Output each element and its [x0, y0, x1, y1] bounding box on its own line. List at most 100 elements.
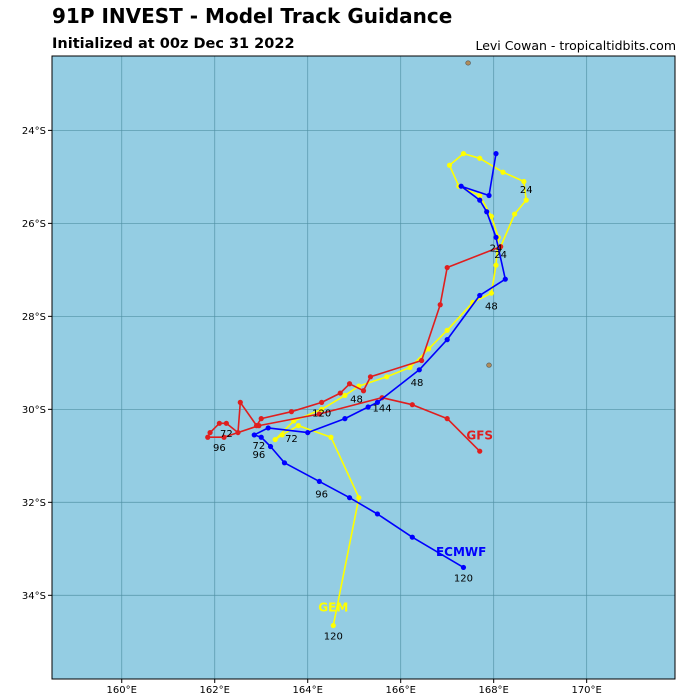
- gem-track-point: [425, 346, 432, 352]
- ecmwf-model-label: ECMWF: [436, 545, 486, 559]
- gfs-hour-label: 120: [312, 408, 331, 419]
- gem-hour-label: 24: [520, 185, 533, 196]
- ecmwf-track-point: [493, 234, 499, 240]
- ecmwf-track-point: [316, 478, 322, 485]
- gem-track-point: [342, 392, 348, 398]
- gem-track-point: [272, 436, 278, 443]
- ecmwf-track-point: [265, 425, 271, 431]
- ecmwf-track-point: [365, 404, 371, 410]
- gem-model-label: GEM: [318, 601, 348, 615]
- ecmwf-track-point: [251, 432, 257, 438]
- ecmwf-hour-label: 120: [454, 573, 473, 584]
- init-time: Initialized at 00z Dec 31 2022: [52, 36, 295, 52]
- ecmwf-hour-label: 144: [373, 404, 392, 415]
- gem-track-point: [356, 495, 362, 501]
- ecmwf-hour-label: 48: [411, 378, 424, 389]
- tick-label-lon: 162°E: [200, 685, 230, 696]
- gem-track-point: [512, 211, 518, 217]
- ecmwf-track-point: [458, 183, 464, 189]
- tick-label-lon: 160°E: [107, 685, 137, 696]
- gfs-track-point: [419, 357, 425, 364]
- map-frame: [51, 55, 676, 680]
- tick-label-lon: 170°E: [571, 685, 601, 696]
- tick-label-lat: 26°S: [22, 219, 46, 230]
- credit-text: Levi Cowan - tropicaltidbits.com: [475, 38, 676, 53]
- ecmwf-hour-label: 72: [285, 434, 298, 445]
- gfs-track-point: [346, 381, 353, 387]
- small-island: [465, 60, 471, 66]
- gfs-track-point: [205, 434, 211, 440]
- gem-track-point: [493, 262, 499, 268]
- tick-label-lat: 24°S: [22, 126, 46, 137]
- gem-track-point: [407, 364, 413, 371]
- gem-track-point: [295, 423, 302, 429]
- gfs-track-point: [319, 399, 325, 405]
- gfs-track-point: [316, 411, 322, 417]
- gfs-track-point: [235, 429, 241, 436]
- gfs-track-point: [444, 416, 450, 422]
- gem-track-point: [446, 162, 453, 168]
- small-islet: [486, 362, 492, 368]
- gfs-track-point: [444, 264, 450, 271]
- ecmwf-hour-label: 48: [485, 301, 498, 312]
- ecmwf-track-point: [305, 429, 311, 436]
- ecmwf-track-point: [346, 495, 353, 501]
- ecmwf-track-point: [416, 367, 422, 373]
- ecmwf-track-point: [409, 534, 415, 540]
- gem-track-point: [460, 151, 467, 157]
- gem-hour-label: 120: [324, 631, 343, 642]
- ecmwf-hour-label: 96: [253, 450, 266, 461]
- gfs-track-point: [216, 420, 222, 426]
- gfs-hour-label: 72: [220, 429, 233, 440]
- track-labels: 24120GEM247296120GFS24484848144727296961…: [213, 185, 533, 642]
- gfs-hour-label: 24: [490, 243, 503, 254]
- ecmwf-track-point: [493, 151, 499, 157]
- gem-track-point: [384, 374, 390, 380]
- gfs-track-point: [256, 423, 262, 429]
- ecmwf-track-point: [258, 434, 264, 440]
- ecmwf-track-point: [477, 197, 483, 203]
- gem-track-point: [319, 406, 325, 412]
- gfs-track-point: [477, 448, 483, 454]
- chart-title: 91P INVEST - Model Track Guidance: [52, 4, 453, 28]
- ecmwf-track-point: [460, 564, 467, 571]
- gfs-model-label: GFS: [466, 429, 493, 443]
- lat-lon-grid: [52, 56, 675, 679]
- gfs-track-point: [437, 302, 443, 308]
- ecmwf-track-point: [342, 416, 348, 422]
- tick-label-lat: 28°S: [22, 312, 46, 323]
- gem-track-point: [444, 327, 450, 333]
- gfs-track-point: [337, 390, 343, 396]
- gfs-track-point: [367, 374, 374, 380]
- ecmwf-hour-label: 72: [253, 441, 266, 452]
- gfs-track-point: [237, 399, 243, 405]
- gem-track-point: [279, 432, 285, 438]
- gfs-track-point: [223, 420, 229, 426]
- gem-track-point: [328, 434, 334, 440]
- ecmwf-track-point: [374, 511, 381, 517]
- gem-track-point: [488, 213, 494, 219]
- gfs-track-point: [258, 416, 264, 422]
- ecmwf-hour-label: 96: [315, 490, 328, 501]
- islands: [465, 60, 492, 368]
- ecmwf-track-point: [281, 460, 288, 466]
- gem-track-point: [477, 155, 483, 161]
- gem-track-point: [523, 197, 529, 203]
- ecmwf-hour-label: 48: [350, 394, 363, 405]
- gem-track-point: [500, 169, 506, 175]
- gem-track-point: [330, 622, 336, 629]
- gfs-track-point: [498, 244, 504, 250]
- tick-label-lat: 34°S: [22, 591, 46, 602]
- gfs-track-point: [207, 429, 213, 436]
- gfs-track-point: [221, 434, 227, 440]
- ecmwf-track-point: [374, 399, 381, 405]
- axis-ticks: 160°E 162°E 164°E 166°E 168°E 170°E 24°S 26°S 28…: [22, 126, 602, 696]
- ocean-background: [52, 56, 675, 679]
- tick-label-lon: 164°E: [293, 685, 323, 696]
- gfs-track-point: [360, 388, 367, 394]
- ecmwf-track-point: [486, 192, 492, 199]
- model-tracks: [205, 151, 529, 629]
- gem-track-point: [521, 178, 527, 185]
- gfs-hour-label: 96: [213, 443, 226, 454]
